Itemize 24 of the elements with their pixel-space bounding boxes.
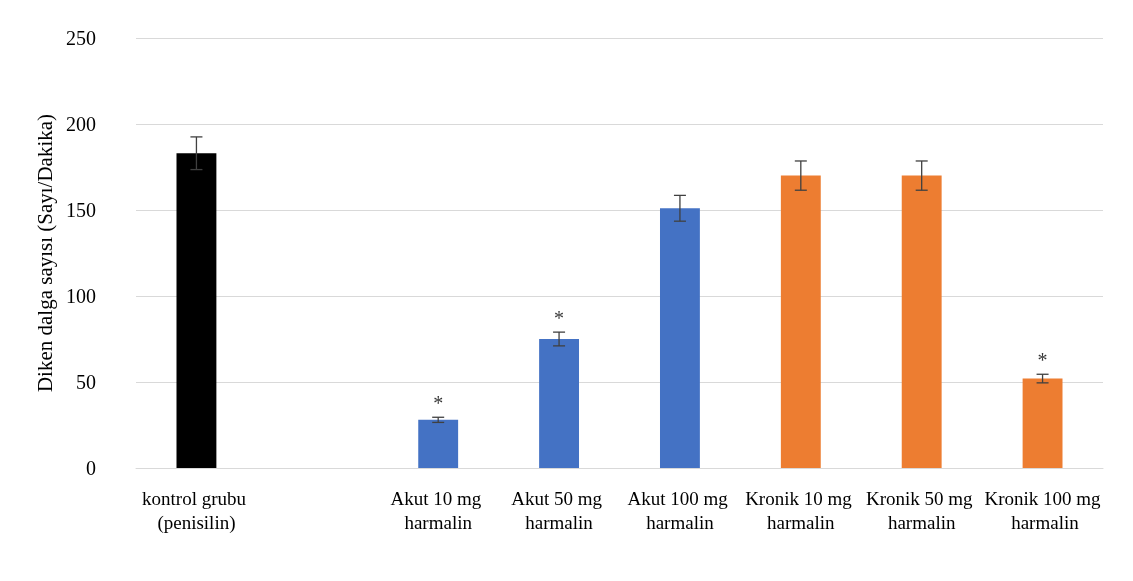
y-tick-label: 100 — [66, 285, 96, 307]
x-tick-label: Akut 10 mg harmalin — [390, 487, 486, 533]
bar — [418, 419, 459, 468]
x-tick-label: Akut 50 mg harmalin — [511, 487, 607, 533]
y-tick-label: 50 — [76, 371, 96, 393]
x-tick-label: Kronik 10 mg harmalin — [745, 487, 857, 533]
bar — [659, 208, 700, 468]
bar — [539, 339, 580, 468]
annotation: * — [554, 307, 565, 330]
bar — [1022, 378, 1063, 468]
y-tick-label: 200 — [66, 113, 96, 135]
x-tick-label: Kronik 100 mg harmalin — [984, 487, 1102, 533]
bar — [780, 175, 821, 468]
x-tick-label: Akut 100 mg harmalin — [627, 487, 733, 533]
x-tick-label: Kronik 50 mg harmalin — [866, 487, 978, 533]
x-tick-label: kontrol grubu (penisilin) — [142, 487, 251, 534]
annotation: * — [1037, 349, 1048, 372]
y-tick-label: 150 — [66, 199, 96, 221]
y-tick-label: 0 — [86, 457, 96, 479]
bar — [901, 175, 942, 468]
bar — [176, 153, 217, 468]
y-tick-label: 250 — [66, 27, 96, 49]
annotation: * — [433, 392, 444, 415]
y-axis-title: Diken dalga sayısı (Sayı/Dakika) — [32, 113, 57, 393]
